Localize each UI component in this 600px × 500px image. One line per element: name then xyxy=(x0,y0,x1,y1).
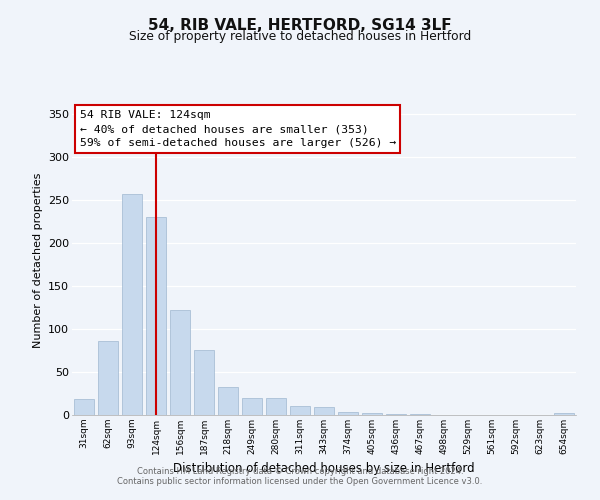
Text: 54 RIB VALE: 124sqm
← 40% of detached houses are smaller (353)
59% of semi-detac: 54 RIB VALE: 124sqm ← 40% of detached ho… xyxy=(80,110,396,148)
X-axis label: Distribution of detached houses by size in Hertford: Distribution of detached houses by size … xyxy=(173,462,475,475)
Bar xyxy=(290,406,310,415)
Bar xyxy=(386,414,406,415)
Bar xyxy=(242,398,262,415)
Bar xyxy=(74,398,94,415)
Bar xyxy=(554,414,574,415)
Bar xyxy=(194,350,214,415)
Bar xyxy=(98,341,118,415)
Text: Contains public sector information licensed under the Open Government Licence v3: Contains public sector information licen… xyxy=(118,477,482,486)
Bar xyxy=(314,407,334,415)
Bar xyxy=(266,398,286,415)
Bar xyxy=(410,414,430,415)
Bar xyxy=(122,194,142,415)
Bar xyxy=(218,386,238,415)
Bar xyxy=(146,217,166,415)
Text: Size of property relative to detached houses in Hertford: Size of property relative to detached ho… xyxy=(129,30,471,43)
Text: 54, RIB VALE, HERTFORD, SG14 3LF: 54, RIB VALE, HERTFORD, SG14 3LF xyxy=(148,18,452,32)
Bar xyxy=(362,414,382,415)
Y-axis label: Number of detached properties: Number of detached properties xyxy=(32,172,43,348)
Bar xyxy=(338,412,358,415)
Bar xyxy=(170,310,190,415)
Text: Contains HM Land Registry data © Crown copyright and database right 2024.: Contains HM Land Registry data © Crown c… xyxy=(137,467,463,476)
